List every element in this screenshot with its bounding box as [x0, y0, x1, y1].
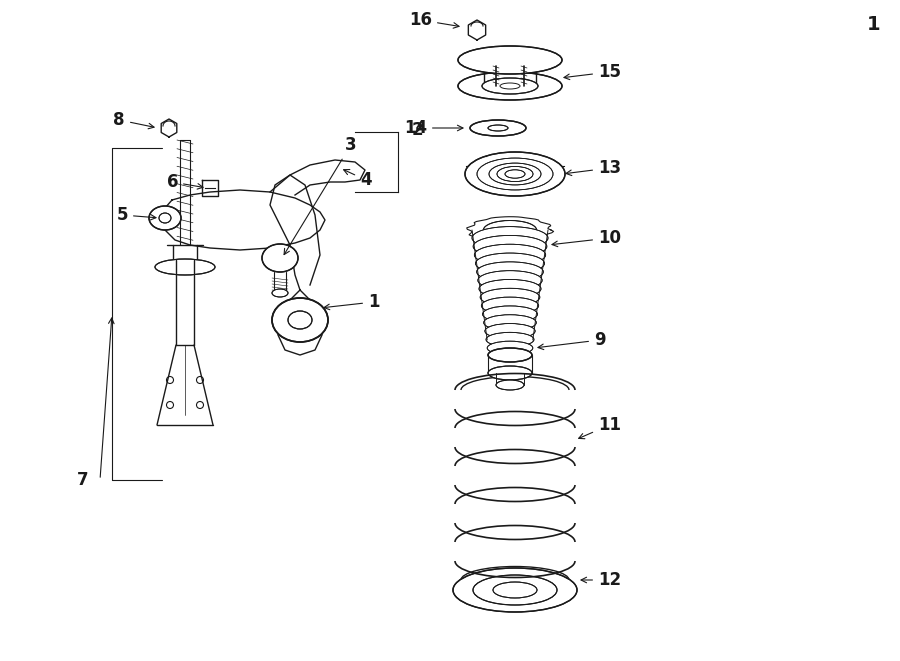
Ellipse shape — [272, 289, 288, 297]
Text: 2: 2 — [412, 121, 424, 139]
Ellipse shape — [453, 568, 577, 612]
Ellipse shape — [473, 235, 547, 258]
Ellipse shape — [262, 244, 298, 272]
Ellipse shape — [488, 366, 532, 380]
Ellipse shape — [496, 380, 524, 390]
Ellipse shape — [477, 262, 544, 282]
Text: 15: 15 — [564, 63, 621, 81]
Ellipse shape — [481, 288, 540, 306]
Ellipse shape — [458, 72, 562, 100]
Ellipse shape — [488, 125, 508, 131]
Ellipse shape — [470, 120, 526, 136]
Ellipse shape — [479, 280, 541, 298]
Ellipse shape — [497, 167, 533, 182]
Ellipse shape — [488, 348, 532, 362]
Text: 14: 14 — [404, 119, 463, 137]
Text: 7: 7 — [77, 471, 89, 489]
Ellipse shape — [159, 213, 171, 223]
Text: 5: 5 — [116, 206, 156, 224]
Ellipse shape — [473, 575, 557, 605]
Ellipse shape — [475, 253, 544, 274]
Text: 13: 13 — [566, 159, 621, 177]
Ellipse shape — [465, 152, 565, 196]
Text: 12: 12 — [581, 571, 621, 589]
Text: 11: 11 — [579, 416, 621, 439]
Ellipse shape — [288, 311, 312, 329]
Ellipse shape — [474, 244, 545, 266]
Ellipse shape — [472, 227, 548, 249]
Text: 3: 3 — [284, 136, 356, 254]
Ellipse shape — [483, 221, 536, 239]
Ellipse shape — [489, 163, 541, 185]
Text: 8: 8 — [113, 111, 154, 129]
Ellipse shape — [486, 332, 534, 347]
Ellipse shape — [482, 297, 538, 314]
Ellipse shape — [458, 46, 562, 74]
Text: 9: 9 — [538, 331, 606, 350]
Ellipse shape — [487, 341, 533, 355]
Ellipse shape — [272, 298, 328, 342]
Ellipse shape — [149, 206, 181, 230]
Ellipse shape — [477, 158, 553, 190]
Ellipse shape — [478, 270, 542, 290]
Ellipse shape — [482, 306, 537, 323]
Ellipse shape — [482, 78, 538, 94]
Text: 16: 16 — [409, 11, 459, 29]
Ellipse shape — [485, 323, 536, 338]
Text: 1: 1 — [867, 15, 880, 34]
Ellipse shape — [505, 170, 525, 178]
Ellipse shape — [155, 259, 215, 275]
Text: 6: 6 — [166, 173, 203, 191]
Text: 10: 10 — [552, 229, 621, 247]
Ellipse shape — [493, 582, 537, 598]
Text: 1: 1 — [324, 293, 380, 311]
Text: 4: 4 — [344, 169, 372, 189]
Ellipse shape — [483, 315, 536, 330]
